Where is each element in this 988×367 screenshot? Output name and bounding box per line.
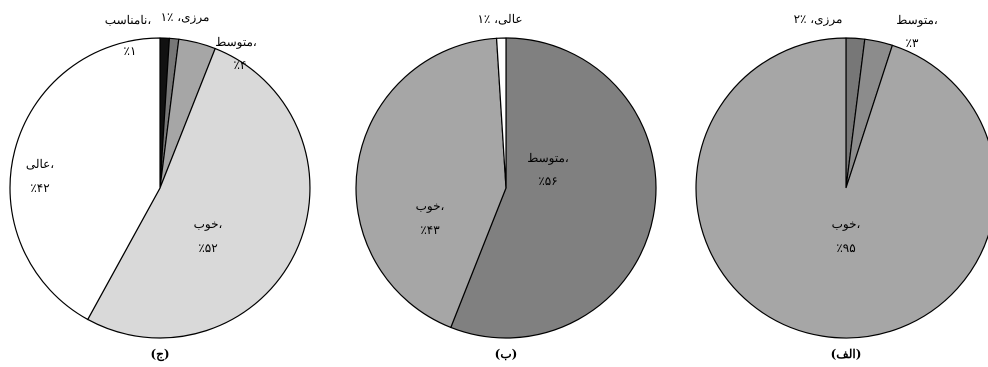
slice-label-2-1: متوسط،	[527, 151, 569, 165]
chart-caption-3: (الف)	[831, 347, 862, 361]
pie-slice-1-5	[9, 37, 161, 321]
slice-label-2-3: عالی، ٪۱	[477, 12, 522, 26]
pie-chart-2: متوسط، ٪۵۶ خوب، ٪۴۳ عالی، ٪۱ (ب)	[355, 12, 657, 361]
slice-value-2-1: ٪۵۶	[538, 174, 557, 188]
pie-slice-3-3	[695, 37, 988, 339]
slice-value-3-2: ٪۳	[906, 36, 919, 50]
slice-label-1-4: خوب،	[194, 217, 223, 231]
slice-label-3-2: متوسط،	[896, 13, 938, 27]
pie-slice-2-3	[495, 37, 507, 189]
slice-value-1-5: ٪۴۲	[30, 181, 49, 195]
slice-label-1-3: متوسط،	[215, 35, 257, 49]
pie-chart-3: مرزی، ٪۲ متوسط، ٪۳ خوب، ٪۹۵ (الف)	[695, 12, 988, 361]
slice-value-1-3: ٪۴	[234, 58, 247, 72]
slice-label-2-2: خوب،	[416, 199, 445, 213]
slice-value-3-3: ٪۹۵	[836, 241, 855, 255]
chart-caption-2: (ب)	[495, 347, 518, 361]
chart-caption-1: (ج)	[150, 347, 169, 362]
pie-slice-2-1	[450, 37, 657, 339]
slice-label-3-1: مرزی، ٪۲	[794, 12, 843, 26]
pie-slice-2-2	[355, 37, 507, 329]
pie-slice-1-4	[86, 47, 311, 339]
slice-label-1-1: نامناسب،	[105, 13, 151, 27]
slice-value-2-2: ٪۴۳	[420, 223, 440, 237]
slice-value-1-1: ٪۱	[124, 44, 137, 58]
pie-chart-1: نامناسب، ٪۱ مرزی، ٪۱ متوسط، ٪۴ خوب، ٪۵۲ عالی، ٪۴…	[9, 10, 311, 362]
slice-label-1-2: مرزی، ٪۱	[161, 10, 210, 24]
slice-value-1-4: ٪۵۲	[198, 241, 217, 255]
slice-label-3-3: خوب،	[832, 217, 861, 231]
slice-label-1-5: عالی،	[26, 157, 54, 171]
